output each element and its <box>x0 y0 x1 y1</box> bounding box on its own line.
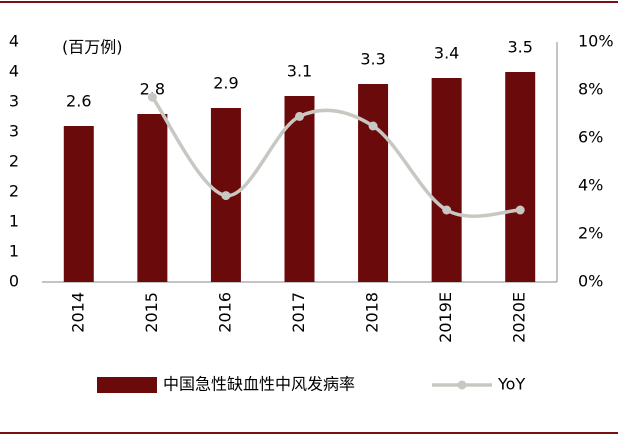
y-tick-label: 0 <box>9 272 19 291</box>
x-tick-label: 2018 <box>363 292 382 333</box>
line-marker <box>221 191 231 201</box>
bar-value-label: 2.6 <box>66 92 91 111</box>
x-tick-label: 2017 <box>289 292 308 333</box>
y2-tick-label: 2% <box>578 224 603 243</box>
y-tick-label: 3 <box>9 92 19 111</box>
legend-label: YoY <box>497 375 525 394</box>
bar-value-label: 3.4 <box>434 44 459 63</box>
bar <box>358 84 389 282</box>
legend-label: 中国急性缺血性中风发病率 <box>163 375 355 394</box>
y-tick-label: 4 <box>9 32 19 51</box>
line-marker <box>295 111 304 121</box>
y-tick-label: 1 <box>9 212 19 231</box>
y2-tick-label: 8% <box>578 80 603 99</box>
legend-swatch <box>97 377 157 393</box>
bar-value-label: 3.5 <box>507 38 532 57</box>
line <box>150 96 521 218</box>
y2-tick-label: 10% <box>578 32 614 51</box>
y-tick-label: 3 <box>9 122 19 141</box>
x-tick-label: 2015 <box>142 292 161 333</box>
line-marker <box>442 205 452 215</box>
y-tick-label: 4 <box>9 62 19 81</box>
bar <box>63 126 94 282</box>
line-marker <box>147 92 157 102</box>
x-tick-label: 2019E <box>436 292 455 343</box>
legend-marker <box>457 380 467 390</box>
x-tick-label: 2014 <box>68 292 87 333</box>
line-marker <box>368 121 378 131</box>
y2-tick-label: 0% <box>578 272 603 291</box>
y-tick-label: 1 <box>9 242 19 261</box>
y2-tick-label: 4% <box>578 176 603 195</box>
bar <box>431 78 462 282</box>
x-tick-label: 2016 <box>215 292 234 333</box>
y-tick-label: 2 <box>9 182 19 201</box>
bar <box>505 72 536 282</box>
bar <box>284 96 315 282</box>
bar-value-label: 3.3 <box>360 50 385 69</box>
bar-value-label: 3.1 <box>287 62 312 81</box>
x-tick-label: 2020E <box>510 292 529 343</box>
unit-label: (百万例) <box>62 38 123 57</box>
y-tick-label: 2 <box>9 152 19 171</box>
y2-tick-label: 6% <box>578 128 603 147</box>
bar <box>137 114 168 282</box>
bar-value-label: 2.8 <box>140 80 165 99</box>
line-marker <box>515 205 525 215</box>
bar-value-label: 2.9 <box>213 74 238 93</box>
